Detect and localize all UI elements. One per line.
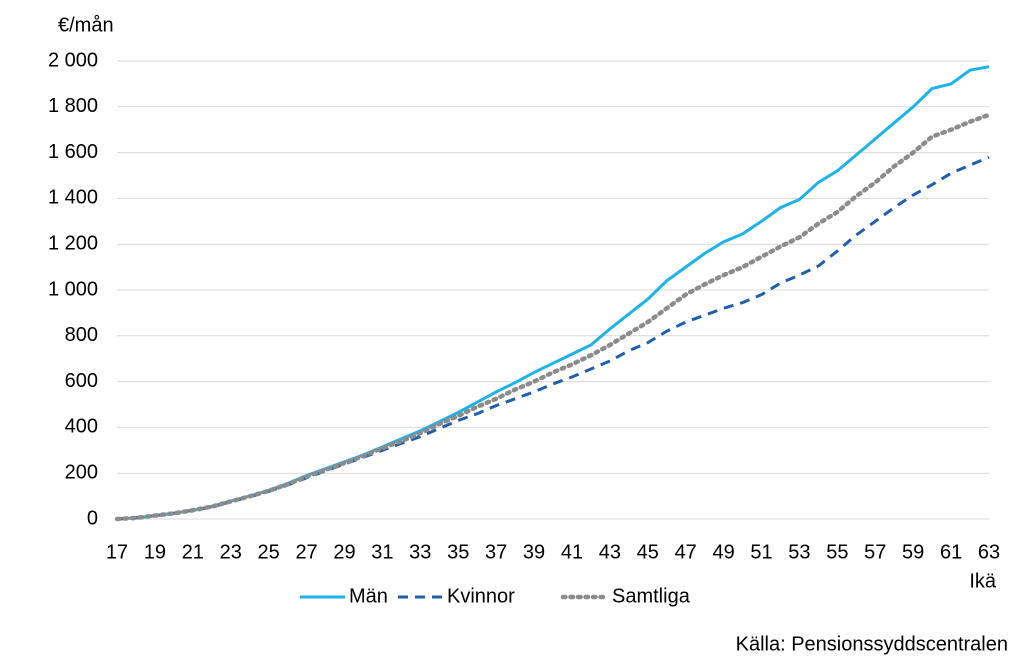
x-tick-label: 63 [978, 541, 1000, 563]
x-tick-label: 23 [220, 541, 242, 563]
x-tick-label: 41 [561, 541, 583, 563]
x-tick-label: 27 [295, 541, 317, 563]
x-tick-label: 29 [333, 541, 355, 563]
legend-label: Samtliga [612, 585, 691, 607]
y-tick-label: 1 600 [48, 141, 98, 163]
y-tick-label: 2 000 [48, 49, 98, 71]
x-tick-label: 31 [371, 541, 393, 563]
x-tick-label: 53 [788, 541, 810, 563]
x-tick-label: 59 [902, 541, 924, 563]
x-tick-label: 61 [940, 541, 962, 563]
y-tick-label: 0 [87, 507, 98, 529]
series-line [116, 155, 990, 521]
x-axis-label: Ikä [969, 570, 997, 592]
y-tick-label: 400 [65, 416, 98, 438]
y-tick-label: 200 [65, 461, 98, 483]
x-tick-label: 39 [523, 541, 545, 563]
legend-label: Kvinnor [447, 585, 515, 607]
y-tick-label: 1 200 [48, 232, 98, 254]
series-line [114, 112, 992, 522]
x-tick-label: 25 [258, 541, 280, 563]
x-tick-label: 47 [675, 541, 697, 563]
y-tick-label: 800 [65, 324, 98, 346]
x-tick-label: 57 [864, 541, 886, 563]
series-line [116, 65, 990, 521]
x-tick-label: 37 [485, 541, 507, 563]
y-tick-label: 600 [65, 370, 98, 392]
y-tick-label: 1 000 [48, 278, 98, 300]
legend-label: Män [349, 585, 388, 607]
x-tick-label: 19 [144, 541, 166, 563]
x-tick-label: 33 [409, 541, 431, 563]
x-tick-label: 17 [106, 541, 128, 563]
y-tick-label: 1 400 [48, 187, 98, 209]
x-tick-label: 43 [599, 541, 621, 563]
x-tick-label: 55 [826, 541, 848, 563]
x-tick-label: 49 [712, 541, 734, 563]
x-tick-label: 45 [637, 541, 659, 563]
x-tick-label: 35 [447, 541, 469, 563]
source: Källa: Pensionssyddscentralen [736, 633, 1008, 655]
y-axis-label: €/mån [58, 14, 114, 36]
x-tick-label: 21 [182, 541, 204, 563]
x-tick-label: 51 [750, 541, 772, 563]
y-tick-label: 1 800 [48, 95, 98, 117]
